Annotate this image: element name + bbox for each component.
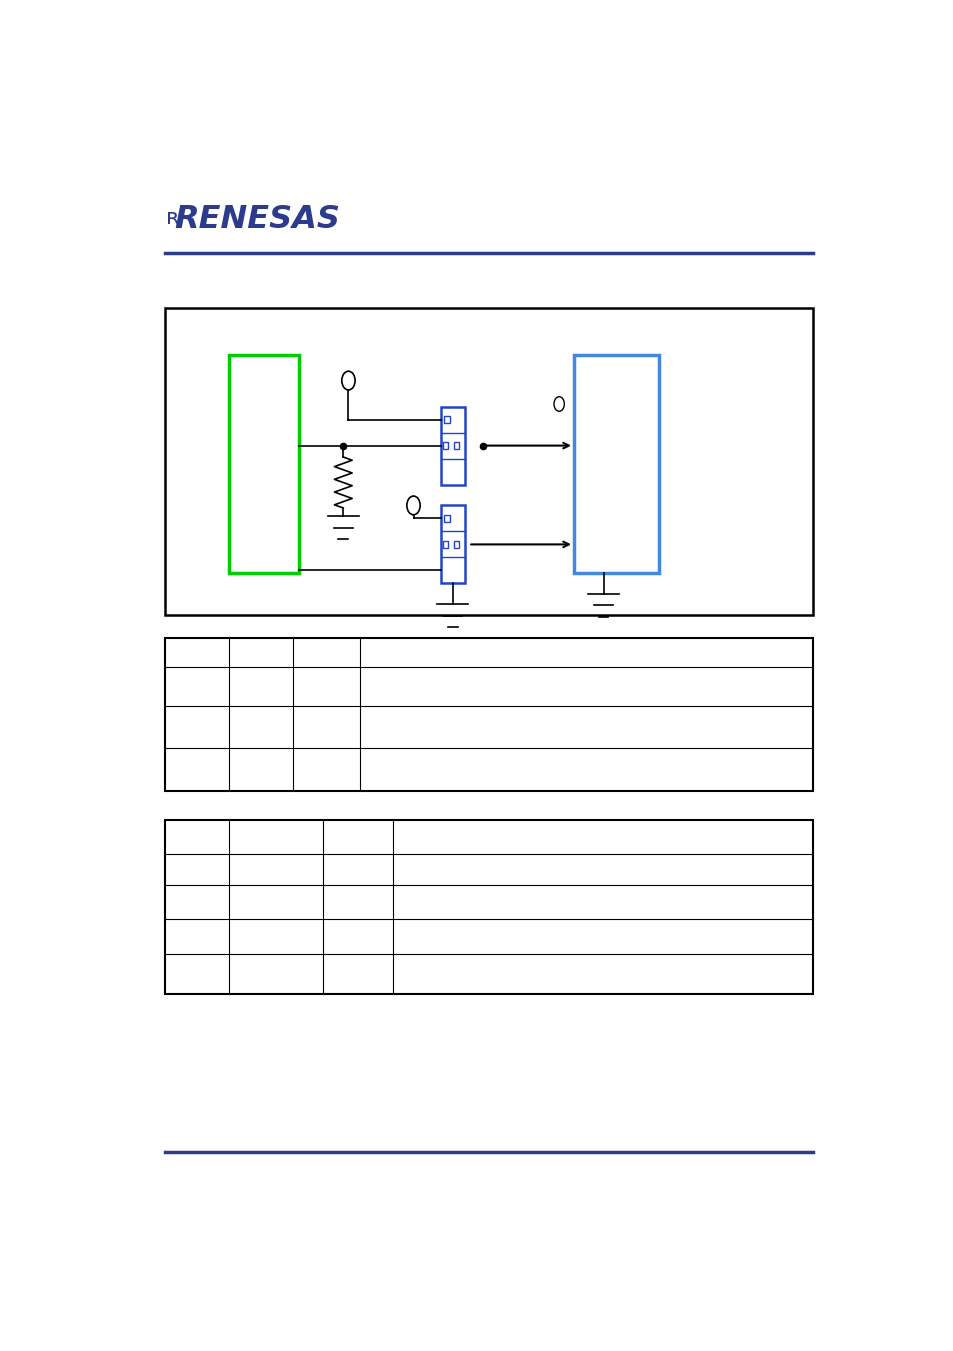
Bar — [443, 540, 448, 549]
Bar — [440, 407, 464, 485]
Bar — [444, 515, 449, 521]
Bar — [229, 354, 298, 573]
Bar — [440, 505, 464, 584]
Text: RENESAS: RENESAS — [174, 204, 340, 235]
Bar — [165, 820, 812, 994]
Bar — [165, 638, 812, 792]
Bar — [444, 416, 449, 423]
Bar — [165, 308, 812, 615]
Bar — [574, 354, 659, 573]
Bar — [443, 442, 448, 450]
Bar — [454, 540, 458, 549]
Text: ʀ: ʀ — [166, 208, 179, 228]
Bar — [454, 442, 458, 450]
